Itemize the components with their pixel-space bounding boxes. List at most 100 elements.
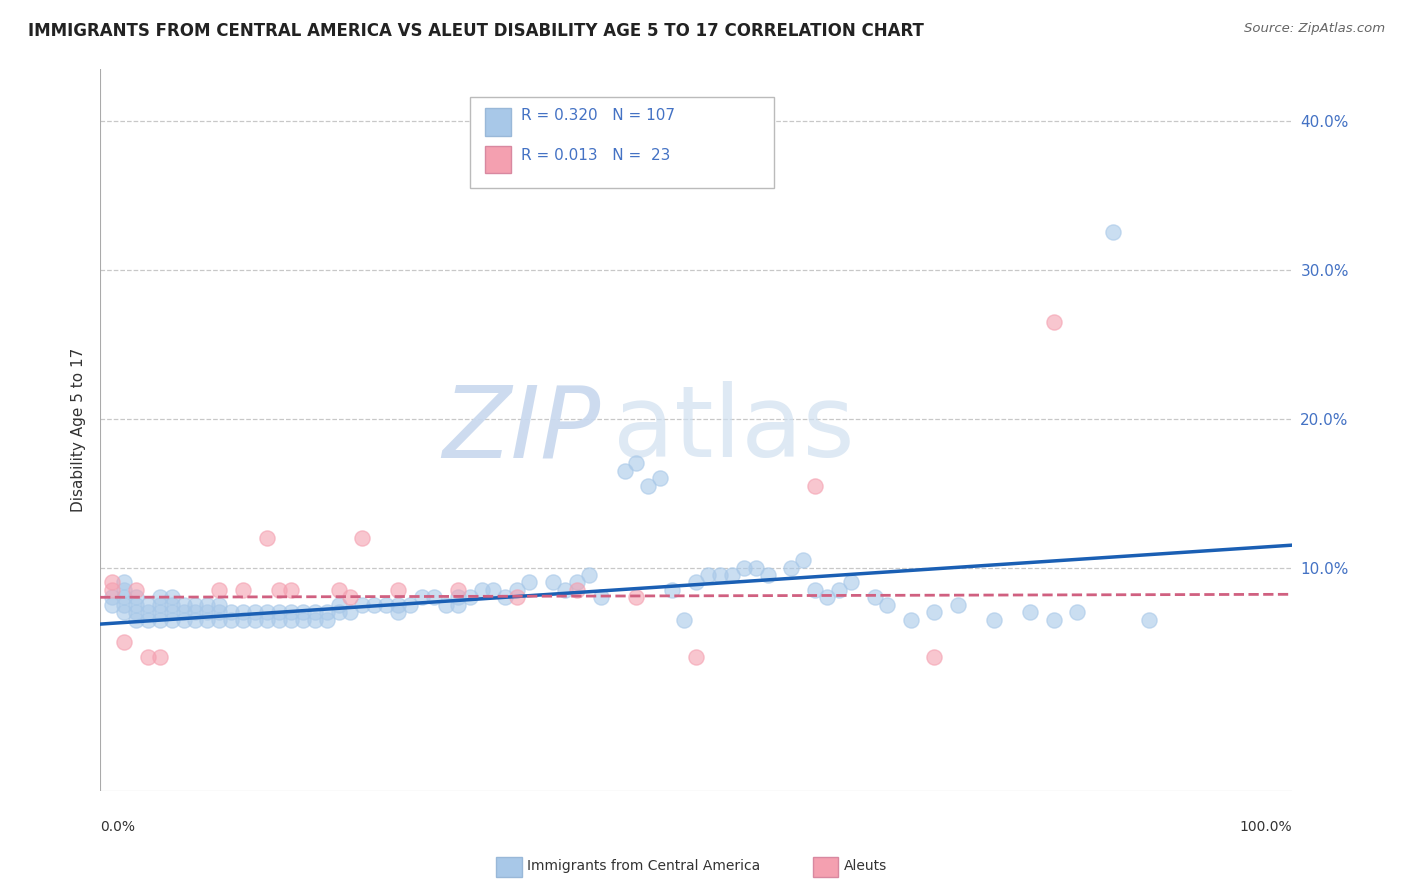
- Text: IMMIGRANTS FROM CENTRAL AMERICA VS ALEUT DISABILITY AGE 5 TO 17 CORRELATION CHAR: IMMIGRANTS FROM CENTRAL AMERICA VS ALEUT…: [28, 22, 924, 40]
- Point: [578, 568, 600, 582]
- Point: [650, 471, 672, 485]
- Point: [101, 598, 124, 612]
- Point: [149, 613, 172, 627]
- Point: [780, 560, 803, 574]
- Point: [744, 560, 766, 574]
- Point: [112, 582, 135, 597]
- Point: [339, 605, 361, 619]
- Point: [101, 582, 124, 597]
- Point: [828, 582, 851, 597]
- Point: [160, 591, 183, 605]
- Point: [197, 605, 219, 619]
- Point: [339, 591, 361, 605]
- Text: atlas: atlas: [613, 381, 855, 478]
- Point: [685, 575, 707, 590]
- Point: [219, 605, 242, 619]
- Point: [697, 568, 720, 582]
- Point: [387, 605, 409, 619]
- Point: [517, 575, 540, 590]
- Point: [673, 613, 696, 627]
- Point: [219, 613, 242, 627]
- Point: [160, 613, 183, 627]
- Point: [291, 605, 314, 619]
- Point: [208, 598, 231, 612]
- Point: [863, 591, 886, 605]
- Point: [375, 598, 398, 612]
- Point: [125, 591, 148, 605]
- Point: [197, 613, 219, 627]
- Point: [804, 478, 827, 492]
- Point: [733, 560, 755, 574]
- Point: [232, 613, 254, 627]
- Point: [256, 605, 278, 619]
- Point: [280, 605, 302, 619]
- Point: [470, 582, 492, 597]
- Point: [125, 598, 148, 612]
- Point: [411, 591, 433, 605]
- Point: [447, 591, 470, 605]
- Point: [197, 598, 219, 612]
- Point: [112, 598, 135, 612]
- Point: [720, 568, 742, 582]
- Point: [1102, 225, 1125, 239]
- Point: [554, 582, 576, 597]
- Point: [541, 575, 564, 590]
- Point: [399, 598, 422, 612]
- Text: 0.0%: 0.0%: [100, 820, 135, 834]
- Point: [160, 605, 183, 619]
- Point: [125, 613, 148, 627]
- Point: [328, 598, 350, 612]
- Point: [267, 613, 290, 627]
- Point: [709, 568, 731, 582]
- Point: [149, 591, 172, 605]
- Point: [149, 605, 172, 619]
- Point: [613, 464, 636, 478]
- Point: [1042, 315, 1064, 329]
- Point: [948, 598, 970, 612]
- Point: [352, 598, 374, 612]
- Point: [661, 582, 683, 597]
- Point: [315, 605, 337, 619]
- Point: [924, 649, 946, 664]
- Point: [112, 635, 135, 649]
- FancyBboxPatch shape: [470, 97, 773, 187]
- Point: [900, 613, 922, 627]
- Text: R = 0.320   N = 107: R = 0.320 N = 107: [520, 108, 675, 123]
- Point: [328, 605, 350, 619]
- Point: [267, 605, 290, 619]
- Point: [232, 605, 254, 619]
- Point: [112, 575, 135, 590]
- Point: [136, 605, 159, 619]
- FancyBboxPatch shape: [485, 145, 512, 173]
- Point: [506, 582, 529, 597]
- Text: ZIP: ZIP: [443, 381, 600, 478]
- Point: [280, 613, 302, 627]
- Point: [815, 591, 838, 605]
- Text: Immigrants from Central America: Immigrants from Central America: [527, 859, 761, 873]
- Point: [1042, 613, 1064, 627]
- Point: [589, 591, 612, 605]
- Point: [101, 591, 124, 605]
- Point: [125, 582, 148, 597]
- Point: [792, 553, 814, 567]
- Point: [173, 613, 195, 627]
- Point: [983, 613, 1005, 627]
- Text: Source: ZipAtlas.com: Source: ZipAtlas.com: [1244, 22, 1385, 36]
- Point: [173, 598, 195, 612]
- Text: 100.0%: 100.0%: [1239, 820, 1292, 834]
- Point: [482, 582, 505, 597]
- Point: [280, 582, 302, 597]
- Point: [506, 591, 529, 605]
- Point: [315, 613, 337, 627]
- Point: [839, 575, 862, 590]
- Point: [565, 582, 588, 597]
- Point: [447, 598, 470, 612]
- Point: [685, 649, 707, 664]
- Point: [136, 613, 159, 627]
- Point: [160, 598, 183, 612]
- Point: [184, 613, 207, 627]
- Point: [208, 613, 231, 627]
- Point: [112, 605, 135, 619]
- Point: [328, 582, 350, 597]
- Point: [256, 613, 278, 627]
